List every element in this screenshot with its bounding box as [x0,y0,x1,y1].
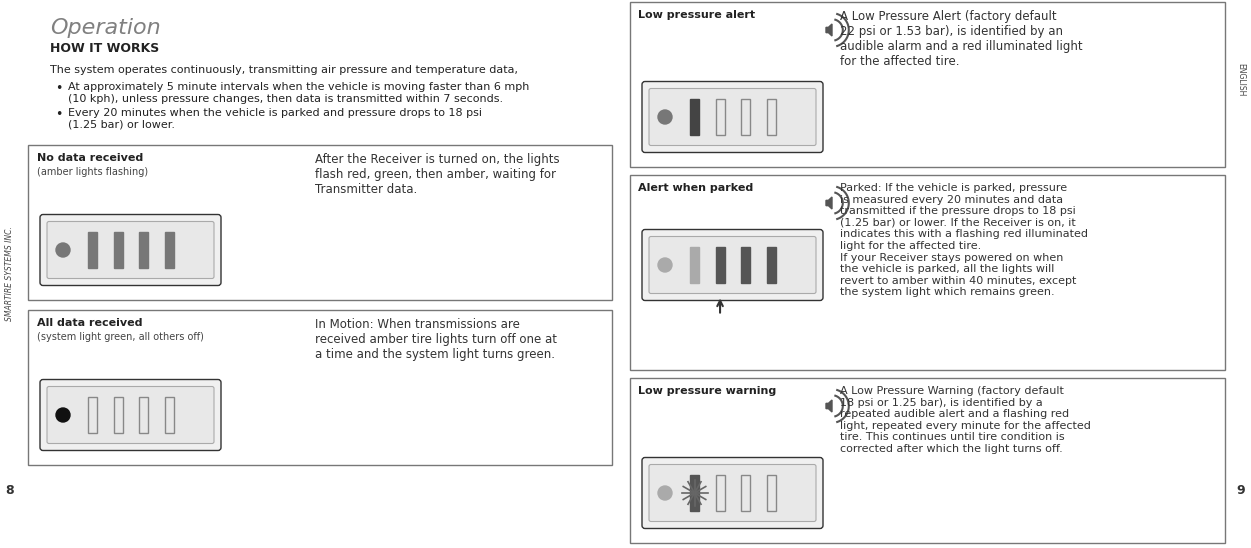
FancyBboxPatch shape [28,310,612,465]
FancyBboxPatch shape [642,230,823,300]
Bar [691,475,699,511]
Bar [114,397,123,433]
Text: In Motion: When transmissions are
received amber tire lights turn off one at
a t: In Motion: When transmissions are receiv… [315,318,557,361]
Text: All data received: All data received [38,318,143,328]
Text: At approximately 5 minute intervals when the vehicle is moving faster than 6 mph: At approximately 5 minute intervals when… [68,82,529,104]
Polygon shape [826,197,832,209]
Bar [691,247,699,283]
Text: Alert when parked: Alert when parked [638,183,753,193]
Bar [88,397,98,433]
Text: 9: 9 [1237,483,1245,496]
Bar [139,232,148,268]
Bar [741,99,751,135]
FancyBboxPatch shape [649,237,816,294]
Bar [767,247,776,283]
Text: No data received: No data received [38,153,144,163]
Text: (amber lights flashing): (amber lights flashing) [38,167,148,177]
Bar [716,99,724,135]
Circle shape [56,408,70,422]
FancyBboxPatch shape [48,386,214,443]
FancyBboxPatch shape [631,2,1225,167]
FancyBboxPatch shape [642,458,823,528]
Text: Every 20 minutes when the vehicle is parked and pressure drops to 18 psi
(1.25 b: Every 20 minutes when the vehicle is par… [68,108,482,129]
FancyBboxPatch shape [48,221,214,278]
Bar [741,475,751,511]
Bar [716,475,724,511]
Bar [88,232,98,268]
Circle shape [658,486,672,500]
Text: HOW IT WORKS: HOW IT WORKS [50,42,159,55]
FancyBboxPatch shape [642,82,823,152]
FancyBboxPatch shape [631,175,1225,370]
Bar [691,99,699,135]
Text: •: • [55,82,63,95]
Text: A Low Pressure Alert (factory default
22 psi or 1.53 bar), is identified by an
a: A Low Pressure Alert (factory default 22… [839,10,1082,68]
Text: Low pressure alert: Low pressure alert [638,10,756,20]
Text: After the Receiver is turned on, the lights
flash red, green, then amber, waitin: After the Receiver is turned on, the lig… [315,153,559,196]
Bar [139,397,148,433]
Polygon shape [826,400,832,412]
Circle shape [658,110,672,124]
FancyBboxPatch shape [631,378,1225,543]
Bar [114,232,123,268]
FancyBboxPatch shape [649,465,816,522]
Text: (system light green, all others off): (system light green, all others off) [38,332,204,342]
Bar [165,232,174,268]
Bar [767,475,776,511]
FancyBboxPatch shape [28,145,612,300]
Text: •: • [55,108,63,121]
Text: Parked: If the vehicle is parked, pressure
is measured every 20 minutes and data: Parked: If the vehicle is parked, pressu… [839,183,1088,298]
Bar [741,247,751,283]
Bar [716,247,724,283]
FancyBboxPatch shape [649,88,816,146]
FancyBboxPatch shape [40,214,221,286]
FancyBboxPatch shape [40,380,221,450]
Text: Low pressure warning: Low pressure warning [638,386,777,396]
Circle shape [56,243,70,257]
Polygon shape [826,24,832,36]
Bar [767,99,776,135]
Text: Operation: Operation [50,18,160,38]
Text: SMARTIRE SYSTEMS INC.: SMARTIRE SYSTEMS INC. [5,226,15,322]
Text: The system operates continuously, transmitting air pressure and temperature data: The system operates continuously, transm… [50,65,518,75]
Text: ENGLISH: ENGLISH [1236,64,1246,96]
Text: A Low Pressure Warning (factory default
18 psi or 1.25 bar), is identified by a
: A Low Pressure Warning (factory default … [839,386,1091,454]
Bar [165,397,174,433]
Circle shape [658,258,672,272]
Text: 8: 8 [6,483,14,496]
